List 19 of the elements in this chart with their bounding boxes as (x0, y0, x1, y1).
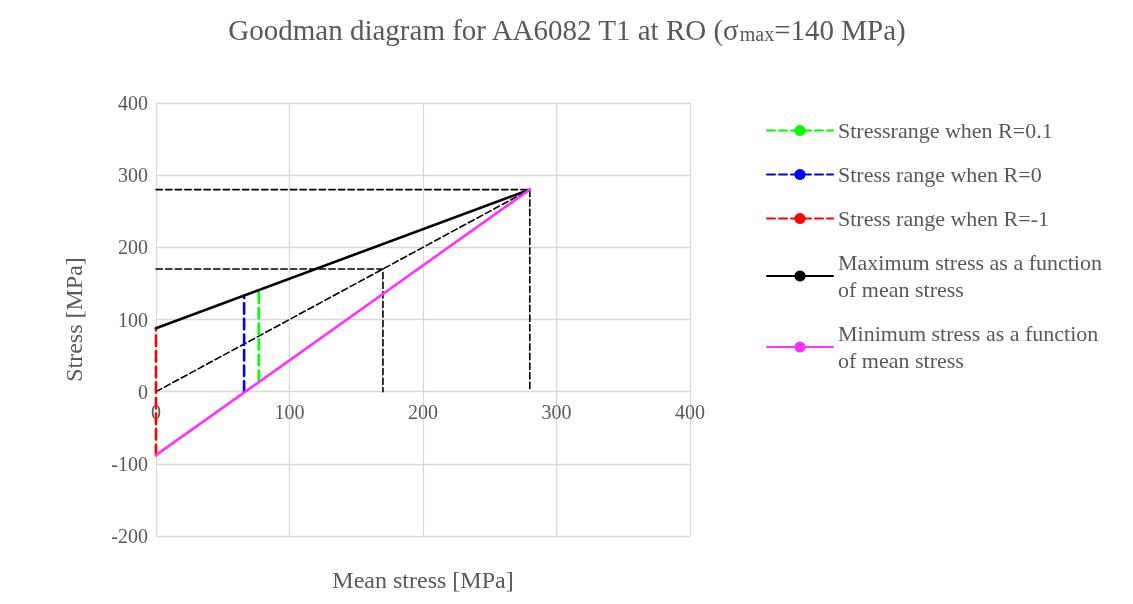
y-tick-label: -100 (111, 452, 148, 475)
x-axis-title: Mean stress [MPa] (332, 567, 514, 593)
y-tick-label: -200 (111, 525, 148, 547)
y-tick-label: 400 (118, 92, 148, 114)
chart-title: Goodman diagram for AA6082 T1 at RO (σmax=140 MPa) (228, 13, 906, 47)
legend-label: Maximum stress as a function of mean stress (838, 250, 1108, 302)
x-tick-label: 400 (675, 400, 705, 423)
y-tick-label: 100 (118, 308, 148, 331)
y-tick-label: 200 (118, 236, 148, 259)
y-tick-label: 0 (138, 380, 148, 403)
y-tick-label: 300 (118, 164, 148, 187)
x-tick-label: 200 (408, 400, 438, 423)
x-tick-label: 300 (541, 400, 572, 423)
y-axis-title: Stress [MPa] (61, 257, 87, 382)
legend-label: Stressrange when R=0.1 (838, 118, 1053, 143)
x-tick-label: 100 (274, 400, 305, 423)
legend-label: Stress range when R=-1 (838, 206, 1049, 231)
legend-label: Stress range when R=0 (838, 162, 1042, 187)
legend-label: Minimum stress as a function of mean stress (838, 321, 1104, 373)
